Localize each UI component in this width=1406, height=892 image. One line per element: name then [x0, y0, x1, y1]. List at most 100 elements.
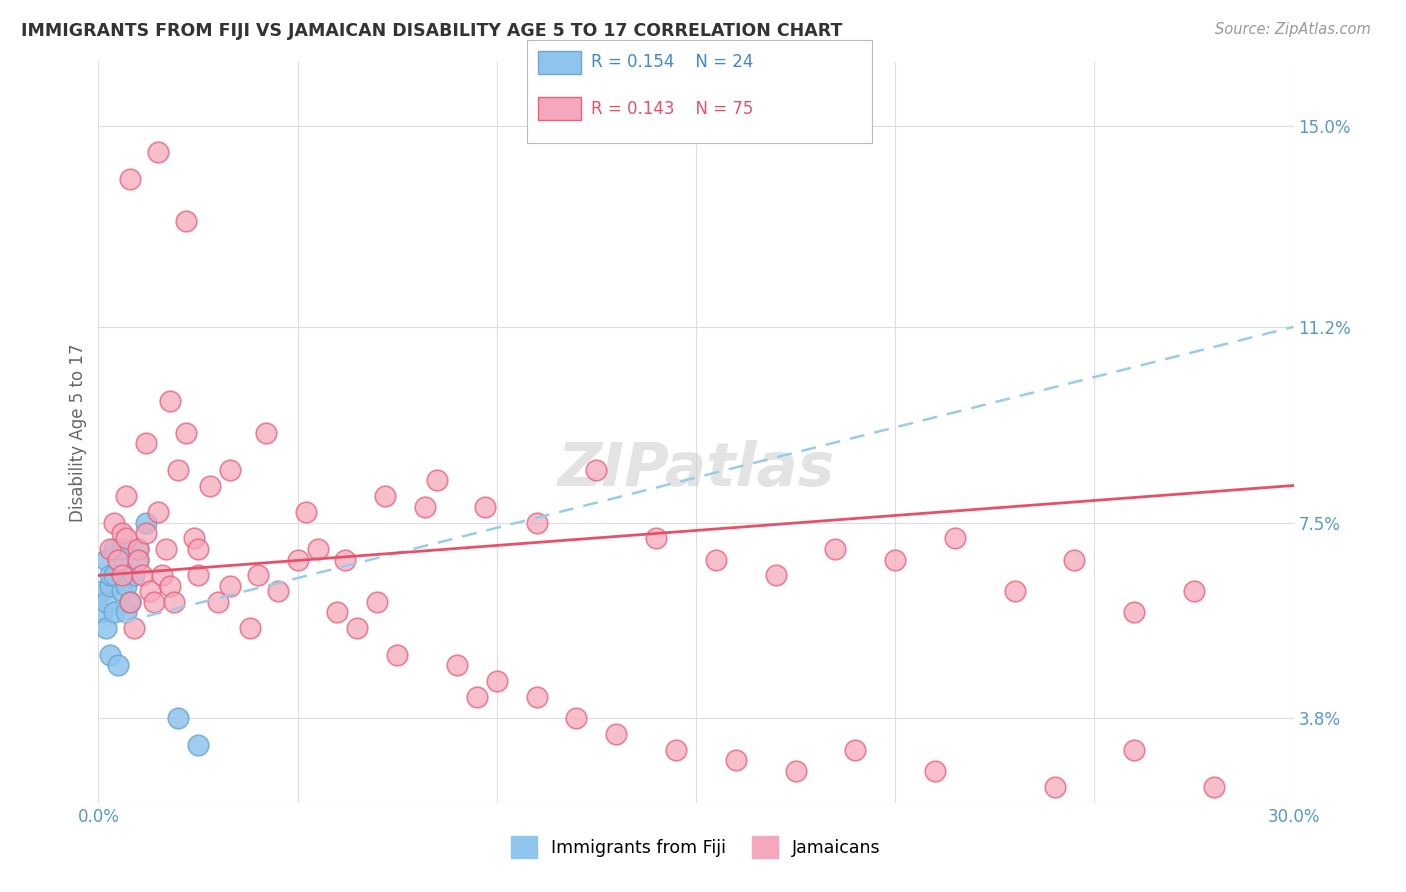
Point — [159, 393, 181, 408]
Point — [366, 595, 388, 609]
Point — [239, 621, 262, 635]
Point — [124, 621, 146, 635]
Point — [115, 606, 138, 620]
Point — [307, 541, 329, 556]
Point — [254, 425, 277, 440]
Point — [107, 552, 129, 566]
Point — [485, 674, 508, 689]
Point — [148, 505, 170, 519]
Point — [127, 552, 149, 566]
Point — [246, 568, 269, 582]
Text: ZIPatlas: ZIPatlas — [557, 440, 835, 500]
Point — [115, 532, 138, 546]
Point — [844, 743, 866, 757]
Point — [103, 568, 125, 582]
Point — [91, 606, 114, 620]
Point — [665, 743, 688, 757]
Point — [96, 595, 118, 609]
Point — [645, 532, 668, 546]
Point — [1043, 780, 1066, 794]
Point — [98, 579, 122, 593]
Point — [107, 552, 129, 566]
Text: R = 0.143    N = 75: R = 0.143 N = 75 — [591, 100, 752, 118]
Point — [219, 579, 242, 593]
Point — [139, 584, 162, 599]
Point — [135, 516, 157, 530]
Point — [287, 552, 309, 566]
Point — [785, 764, 807, 778]
Point — [91, 584, 114, 599]
Point — [98, 541, 122, 556]
Point — [135, 436, 157, 450]
Point — [1063, 552, 1085, 566]
Point — [267, 584, 290, 599]
Point — [159, 579, 181, 593]
Point — [413, 500, 436, 514]
Point — [824, 541, 846, 556]
Point — [474, 500, 496, 514]
Point — [120, 171, 142, 186]
Point — [111, 541, 134, 556]
Point — [198, 478, 221, 492]
Point — [143, 595, 166, 609]
Point — [155, 541, 177, 556]
Point — [704, 552, 727, 566]
Point — [884, 552, 907, 566]
Point — [148, 145, 170, 160]
Point — [465, 690, 488, 704]
Point — [1123, 743, 1146, 757]
Point — [174, 214, 197, 228]
Text: Source: ZipAtlas.com: Source: ZipAtlas.com — [1215, 22, 1371, 37]
Point — [526, 516, 548, 530]
Point — [127, 541, 149, 556]
Point — [107, 658, 129, 673]
Point — [127, 552, 149, 566]
Point — [103, 541, 125, 556]
Point — [167, 711, 190, 725]
Point — [565, 711, 588, 725]
Point — [167, 462, 190, 476]
Point — [605, 727, 627, 741]
Point — [943, 532, 966, 546]
Point — [446, 658, 468, 673]
Point — [115, 579, 138, 593]
Point — [96, 552, 118, 566]
Point — [1123, 606, 1146, 620]
Point — [1004, 584, 1026, 599]
Point — [526, 690, 548, 704]
Point — [219, 462, 242, 476]
Legend: Immigrants from Fiji, Jamaicans: Immigrants from Fiji, Jamaicans — [505, 830, 887, 864]
Point — [135, 526, 157, 541]
Point — [346, 621, 368, 635]
Point — [183, 532, 205, 546]
Point — [103, 606, 125, 620]
Point — [1182, 584, 1205, 599]
Point — [585, 462, 607, 476]
Point — [96, 621, 118, 635]
Point — [131, 568, 153, 582]
Point — [187, 738, 209, 752]
Point — [174, 425, 197, 440]
Point — [294, 505, 316, 519]
Point — [120, 595, 142, 609]
Point — [111, 584, 134, 599]
Point — [335, 552, 357, 566]
Y-axis label: Disability Age 5 to 17: Disability Age 5 to 17 — [69, 343, 87, 522]
Text: IMMIGRANTS FROM FIJI VS JAMAICAN DISABILITY AGE 5 TO 17 CORRELATION CHART: IMMIGRANTS FROM FIJI VS JAMAICAN DISABIL… — [21, 22, 842, 40]
Point — [207, 595, 229, 609]
Point — [924, 764, 946, 778]
Point — [111, 568, 134, 582]
Point — [98, 648, 122, 662]
Point — [765, 568, 787, 582]
Point — [120, 595, 142, 609]
Point — [98, 568, 122, 582]
Point — [150, 568, 173, 582]
Point — [111, 526, 134, 541]
Point — [187, 568, 209, 582]
Point — [426, 473, 449, 487]
Point — [385, 648, 409, 662]
Point — [1202, 780, 1225, 794]
Point — [124, 568, 146, 582]
Point — [374, 489, 396, 503]
Text: R = 0.154    N = 24: R = 0.154 N = 24 — [591, 54, 752, 71]
